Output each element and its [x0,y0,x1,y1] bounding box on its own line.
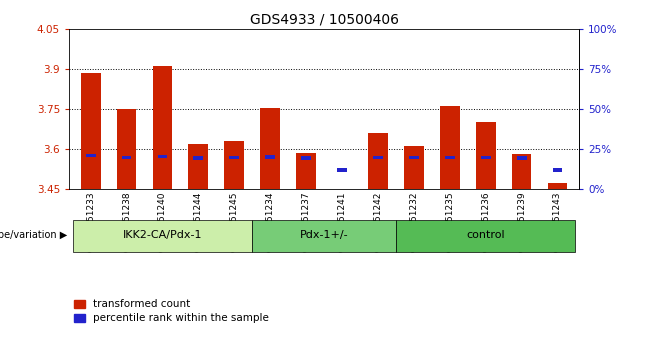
Text: genotype/variation ▶: genotype/variation ▶ [0,230,68,240]
Bar [512,154,532,189]
Bar [86,154,95,157]
Bar [517,156,526,160]
Text: Pdx-1+/-: Pdx-1+/- [300,230,348,240]
Title: GDS4933 / 10500406: GDS4933 / 10500406 [249,12,399,26]
Bar [404,146,424,189]
Bar [481,156,491,159]
Bar [188,143,208,189]
Bar [409,156,418,159]
Text: IKK2-CA/Pdx-1: IKK2-CA/Pdx-1 [122,230,202,240]
Bar [224,141,244,189]
Bar [122,156,132,159]
Bar [296,153,316,189]
Bar [157,155,167,158]
Legend: transformed count, percentile rank within the sample: transformed count, percentile rank withi… [74,299,269,323]
Bar [116,109,136,189]
Bar [261,109,280,189]
Bar [301,156,311,160]
Bar [265,155,275,159]
Bar [230,156,240,159]
Bar [440,106,460,189]
Bar [373,156,383,159]
Bar [337,168,347,172]
Bar [153,66,172,189]
Bar [193,156,203,160]
Bar [476,122,495,189]
Bar [553,168,563,172]
Bar [396,220,576,252]
Bar [252,220,396,252]
Bar [368,133,388,189]
Bar [72,220,252,252]
Bar [445,156,455,159]
Bar [81,73,101,189]
Bar [547,183,567,189]
Text: control: control [467,230,505,240]
